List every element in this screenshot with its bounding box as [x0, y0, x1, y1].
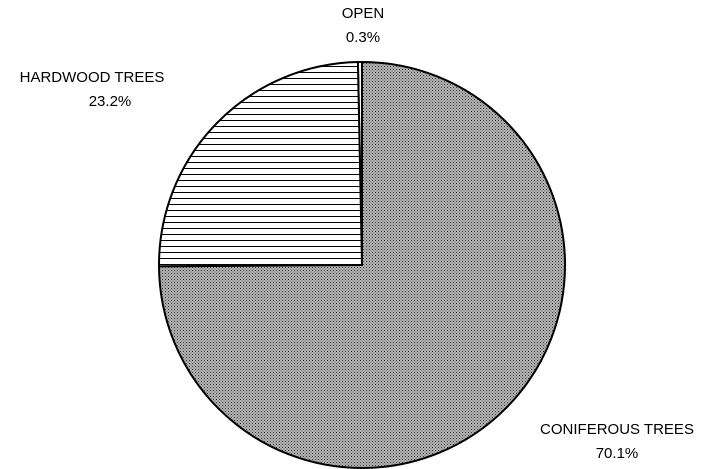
- slice-label: HARDWOOD TREES: [20, 69, 165, 86]
- slice-label: OPEN: [342, 5, 385, 22]
- slice-value-label: 0.3%: [346, 29, 380, 46]
- pie-slice: [158, 61, 364, 268]
- pie-slice: [157, 60, 566, 469]
- slice-value-label: 70.1%: [596, 445, 639, 462]
- slice-label: CONIFEROUS TREES: [540, 421, 694, 438]
- slice-value-label: 23.2%: [89, 93, 132, 110]
